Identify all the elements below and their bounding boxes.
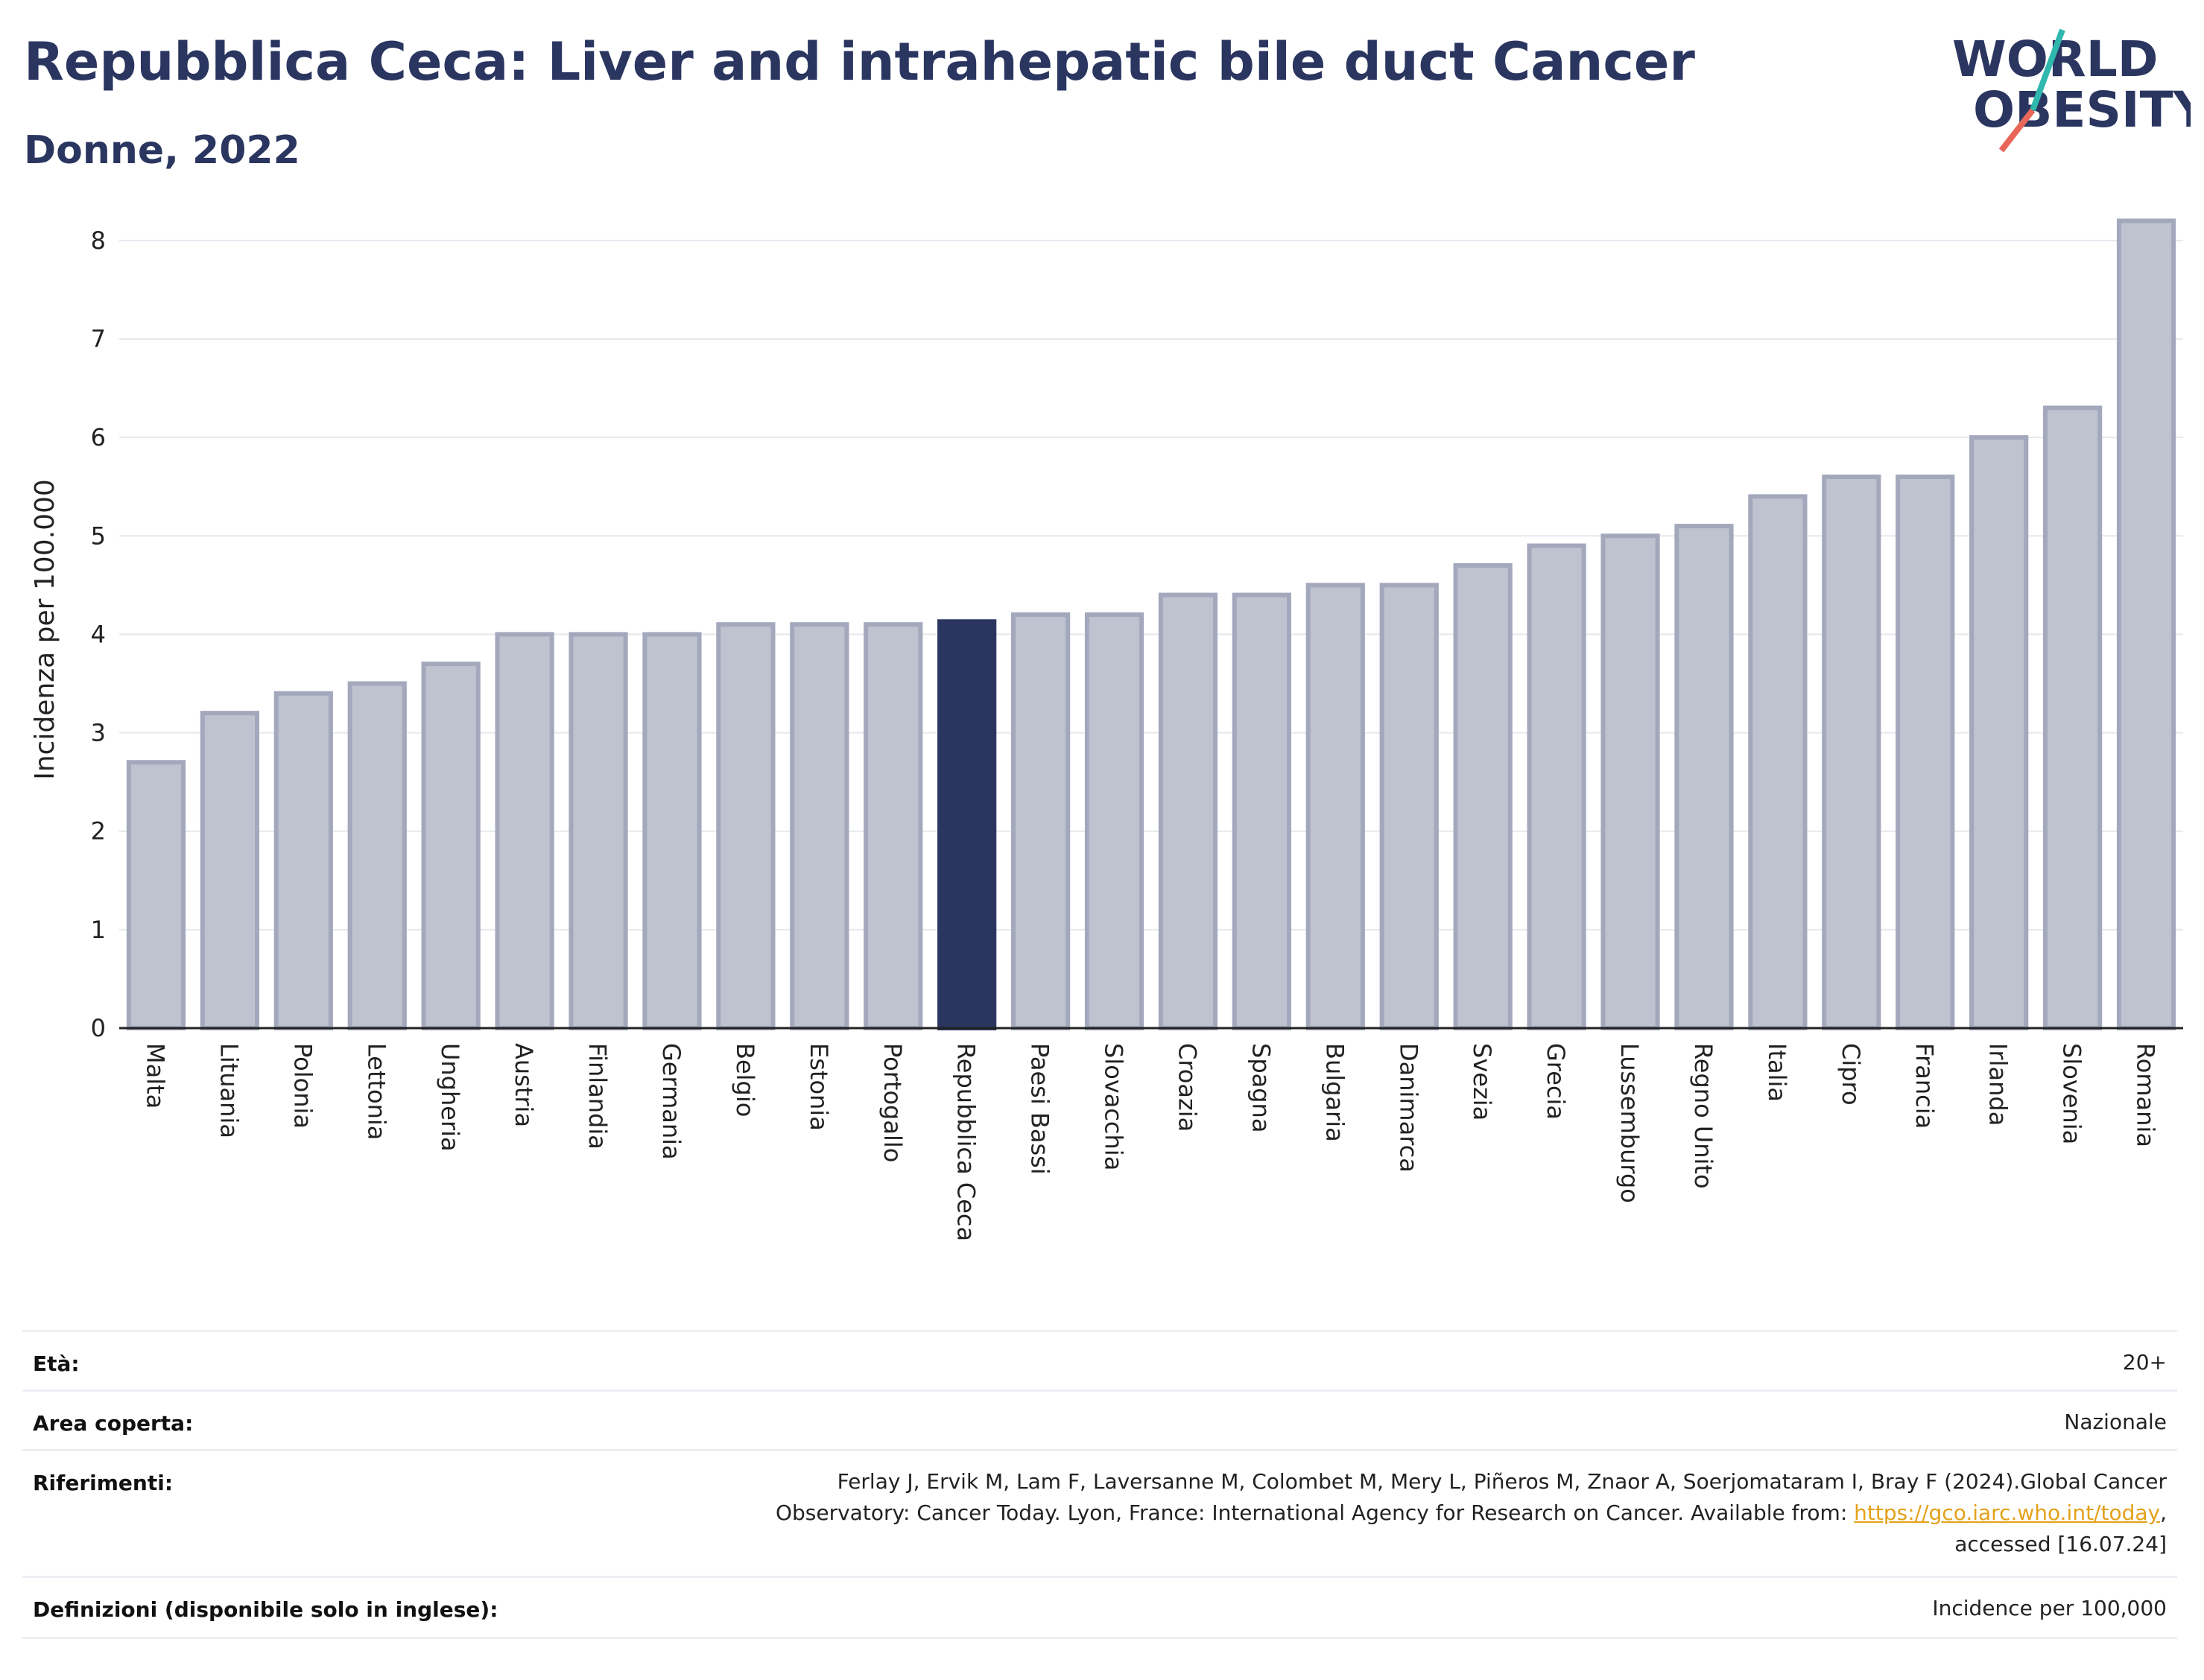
x-tick-label: Croazia <box>1173 1043 1201 1132</box>
bar-danimarca <box>1379 583 1439 1030</box>
y-axis-ticks: 0 1 2 3 4 5 6 7 8 <box>91 226 106 1042</box>
bar-estonia <box>790 622 849 1030</box>
logo-text-world: WORLD <box>1952 31 2159 88</box>
y-tick-label: 5 <box>91 522 106 550</box>
reference-line-3: accessed [16.07.24] <box>1954 1532 2167 1556</box>
meta-definitions-label: Definizioni (disponibile solo in inglese… <box>33 1597 498 1622</box>
x-tick-label: Repubblica Ceca <box>952 1043 981 1241</box>
meta-area-label: Area coperta: <box>33 1411 194 1436</box>
bar-regno-unito <box>1674 524 1734 1030</box>
logo-slash-teal <box>2030 28 2065 112</box>
x-tick-label: Austria <box>510 1043 538 1127</box>
x-tick-label: Danimarca <box>1394 1043 1422 1173</box>
meta-age-value: 20+ <box>2122 1350 2167 1375</box>
x-tick-label: Cipro <box>1837 1043 1865 1106</box>
reference-link[interactable]: https://gco.iarc.who.int/today <box>1854 1500 2161 1525</box>
meta-references-label: Riferimenti: <box>33 1471 174 1495</box>
meta-area-value: Nazionale <box>2064 1410 2167 1434</box>
x-tick-label: Paesi Bassi <box>1026 1043 1054 1175</box>
meta-row-area: Area coperta: Nazionale <box>22 1389 2177 1451</box>
bar-francia <box>1896 475 1955 1030</box>
x-tick-label: Lituania <box>215 1043 243 1138</box>
bar-portogallo <box>864 622 923 1030</box>
bar-lituania <box>200 711 259 1031</box>
x-tick-label: Spagna <box>1247 1043 1275 1132</box>
bar-lussemburgo <box>1600 533 1660 1030</box>
bar-bulgaria <box>1305 583 1365 1030</box>
x-tick-label: Slovenia <box>2058 1043 2086 1144</box>
chart-title: Repubblica Ceca: Liver and intrahepatic … <box>24 31 1695 92</box>
bar-malta <box>126 760 186 1030</box>
bar-austria <box>495 632 554 1030</box>
bar-ungheria <box>421 662 481 1030</box>
x-tick-label: Estonia <box>805 1043 833 1131</box>
reference-line-2-text: Observatory: Cancer Today. Lyon, France:… <box>775 1500 1855 1525</box>
bar-grecia <box>1527 543 1586 1030</box>
bar-chart: 0 1 2 3 4 5 6 7 8 Malta Lituania Polonia Lettonia Un… <box>30 218 2183 1241</box>
reference-line-2: Observatory: Cancer Today. Lyon, France:… <box>776 1497 2167 1529</box>
logo-text-obesity: OBESITY <box>1973 81 2191 139</box>
x-tick-label: Polonia <box>288 1043 317 1129</box>
x-tick-label: Finlandia <box>583 1043 612 1150</box>
bar-cipro <box>1822 475 1881 1030</box>
x-tick-label: Bulgaria <box>1320 1043 1349 1142</box>
meta-references-value: Ferlay J, Ervik M, Lam F, Laversanne M, … <box>776 1466 2167 1560</box>
x-tick-label: Ungheria <box>436 1043 464 1152</box>
x-tick-label: Grecia <box>1542 1043 1570 1120</box>
bar-spagna <box>1232 592 1291 1030</box>
bar-polonia <box>273 691 333 1030</box>
bar-germania <box>642 632 702 1030</box>
x-tick-label: Belgio <box>731 1043 759 1117</box>
meta-row-references: Riferimenti: Ferlay J, Ervik M, Lam F, L… <box>22 1449 2177 1578</box>
bar-paesi-bassi <box>1011 612 1071 1030</box>
bar-repubblica-ceca <box>937 619 997 1030</box>
bar-belgio <box>716 622 776 1030</box>
logo-slash-red <box>1998 108 2036 153</box>
bar-finlandia <box>569 632 628 1030</box>
y-tick-label: 6 <box>91 423 106 451</box>
x-axis-labels: Malta Lituania Polonia Lettonia Ungheria Aust… <box>141 1043 2159 1241</box>
y-tick-label: 2 <box>91 817 106 846</box>
meta-age-label: Età: <box>33 1351 80 1376</box>
chart-subtitle: Donne, 2022 <box>24 128 300 173</box>
meta-row-definitions: Definizioni (disponibile solo in inglese… <box>22 1576 2177 1639</box>
bars <box>126 218 2176 1031</box>
bar-irlanda <box>1969 435 2029 1030</box>
x-tick-label: Slovacchia <box>1100 1043 1128 1170</box>
meta-definitions-value: Incidence per 100,000 <box>1932 1596 2167 1620</box>
y-tick-label: 7 <box>91 325 106 353</box>
x-tick-label: Irlanda <box>1984 1043 2013 1126</box>
bar-svezia <box>1453 562 1513 1030</box>
x-tick-label: Romania <box>2132 1043 2160 1147</box>
y-tick-label: 8 <box>91 226 106 255</box>
x-tick-label: Svezia <box>1468 1043 1496 1120</box>
world-obesity-logo: WORLD OBESITY <box>1952 28 2191 153</box>
x-tick-label: Portogallo <box>878 1043 907 1162</box>
bar-croazia <box>1158 592 1218 1030</box>
x-tick-label: Lussemburgo <box>1615 1043 1644 1203</box>
reference-line-2-end: , <box>2160 1500 2167 1525</box>
bar-lettonia <box>347 681 407 1030</box>
meta-bottom-border <box>22 1637 2177 1639</box>
bar-romania <box>2116 218 2176 1030</box>
x-tick-label: Malta <box>141 1043 169 1109</box>
x-tick-label: Francia <box>1910 1043 1939 1129</box>
y-tick-label: 3 <box>91 719 106 747</box>
y-tick-label: 0 <box>91 1014 106 1042</box>
bar-slovenia <box>2043 405 2103 1030</box>
x-tick-label: Lettonia <box>362 1043 390 1140</box>
bar-italia <box>1748 494 1808 1030</box>
x-tick-label: Germania <box>657 1043 685 1160</box>
x-tick-label: Italia <box>1763 1043 1791 1102</box>
meta-row-age: Età: 20+ <box>22 1330 2177 1392</box>
bar-slovacchia <box>1084 612 1144 1030</box>
y-tick-label: 4 <box>91 620 106 648</box>
x-tick-label: Regno Unito <box>1689 1043 1717 1189</box>
reference-line-1: Ferlay J, Ervik M, Lam F, Laversanne M, … <box>837 1469 2167 1494</box>
y-axis-title: Incidenza per 100.000 <box>30 479 60 780</box>
y-tick-label: 1 <box>91 916 106 944</box>
